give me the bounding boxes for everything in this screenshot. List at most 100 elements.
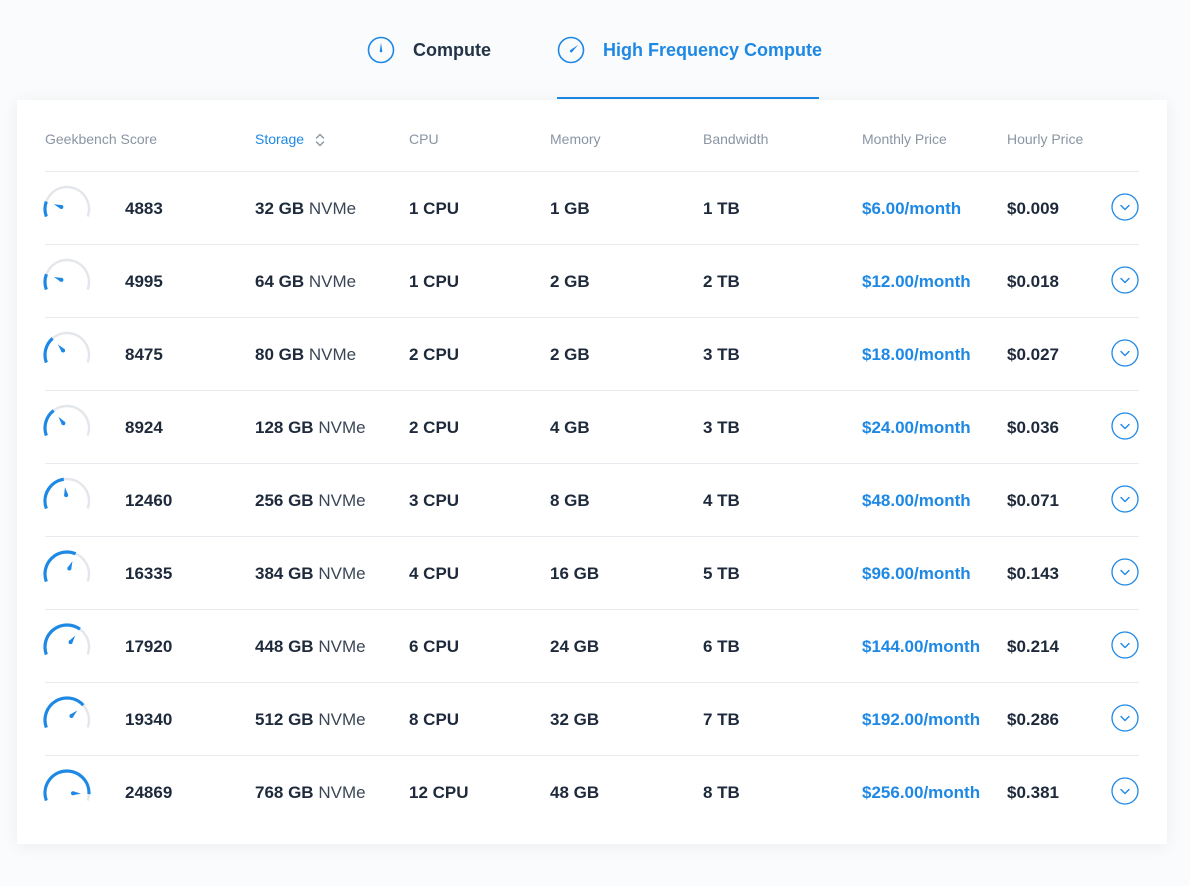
hourly-price: $0.143 [1007,564,1059,583]
storage-type: NVMe [318,710,366,729]
bandwidth: 3 TB [703,345,740,364]
bandwidth: 4 TB [703,491,740,510]
chevron-down-icon [1120,496,1130,503]
table-row[interactable]: 8475 80 GB NVMe 2 CPU 2 GB 3 TB $18.00/month $… [43,318,1139,391]
storage-size: 512 GB [255,710,314,729]
geekbench-score: 12460 [125,491,173,510]
table-row[interactable]: 12460 256 GB NVMe 3 CPU 8 GB 4 TB $48.00/mont… [43,464,1139,537]
storage-cell: 448 GB NVMe [255,637,366,657]
storage-cell: 32 GB NVMe [255,199,356,219]
header-cpu[interactable]: CPU [409,131,439,147]
cpu-count: 12 CPU [409,783,469,802]
geekbench-gauge-icon [43,404,91,437]
monthly-price: $256.00/month [862,783,981,802]
geekbench-score: 4995 [125,272,163,291]
memory-size: 16 GB [550,564,600,583]
header-storage-label: Storage [255,131,305,147]
cpu-count: 2 CPU [409,345,460,364]
cpu-count: 8 CPU [409,710,460,729]
memory-size: 8 GB [550,491,590,510]
active-tab-indicator [557,97,819,99]
hourly-price: $0.018 [1007,272,1059,291]
header-storage[interactable]: Storage [255,131,326,148]
bandwidth: 2 TB [703,272,740,291]
expand-row-button[interactable] [1111,631,1139,659]
storage-size: 256 GB [255,491,314,510]
pricing-table: Geekbench Score Storage CPU Memory Bandw… [43,100,1139,828]
header-hourly-price[interactable]: Hourly Price [1007,131,1084,147]
storage-cell: 80 GB NVMe [255,345,356,365]
tab-compute-label: Compute [413,39,491,60]
hourly-price: $0.071 [1007,491,1059,510]
header-memory[interactable]: Memory [550,131,601,147]
storage-type: NVMe [318,418,366,437]
storage-type: NVMe [318,564,366,583]
storage-type: NVMe [318,491,366,510]
tab-compute[interactable]: Compute [367,0,491,100]
bandwidth: 5 TB [703,564,740,583]
table-row[interactable]: 8924 128 GB NVMe 2 CPU 4 GB 3 TB $24.00/month… [43,391,1139,464]
hourly-price: $0.036 [1007,418,1059,437]
storage-type: NVMe [308,199,357,218]
bandwidth: 6 TB [703,637,740,656]
header-monthly-price[interactable]: Monthly Price [862,131,947,147]
hourly-price: $0.381 [1007,783,1059,802]
storage-cell: 128 GB NVMe [255,418,366,438]
table-row[interactable]: 16335 384 GB NVMe 4 CPU 16 GB 5 TB $96.00/mon… [43,537,1139,610]
monthly-price: $12.00/month [862,272,971,291]
expand-row-button[interactable] [1111,266,1139,294]
header-bandwidth[interactable]: Bandwidth [703,131,769,147]
geekbench-score: 19340 [125,710,173,729]
storage-type: NVMe [308,272,357,291]
expand-row-button[interactable] [1111,485,1139,513]
geekbench-gauge-icon [43,550,91,583]
storage-size: 768 GB [255,783,314,802]
memory-size: 48 GB [550,783,600,802]
monthly-price: $6.00/month [862,199,962,218]
geekbench-score: 8924 [125,418,163,437]
cpu-count: 4 CPU [409,564,460,583]
hourly-price: $0.009 [1007,199,1059,218]
gauge-needle [72,791,81,796]
cpu-count: 6 CPU [409,637,460,656]
monthly-price: $24.00/month [862,418,971,437]
speedometer-fast-icon [557,36,585,64]
memory-size: 2 GB [550,272,590,291]
chevron-down-icon [1120,569,1130,576]
table-body: 4883 32 GB NVMe 1 CPU 1 GB 1 TB $6.00/month $0… [43,172,1139,828]
expand-row-button[interactable] [1111,339,1139,367]
table-row[interactable]: 24869 768 GB NVMe 12 CPU 48 GB 8 TB $256.00/m… [43,756,1139,828]
expand-row-button[interactable] [1111,558,1139,586]
expand-row-button[interactable] [1111,412,1139,440]
table-header: Geekbench Score Storage CPU Memory Bandw… [45,100,1139,172]
tab-high-frequency-compute[interactable]: High Frequency Compute [557,0,822,100]
cpu-count: 1 CPU [409,272,460,291]
memory-size: 1 GB [550,199,590,218]
table-row[interactable]: 4995 64 GB NVMe 1 CPU 2 GB 2 TB $12.00/month $… [43,245,1139,318]
bandwidth: 7 TB [703,710,740,729]
storage-cell: 512 GB NVMe [255,710,366,730]
bandwidth: 3 TB [703,418,740,437]
monthly-price: $192.00/month [862,710,981,729]
gauge-needle [64,487,69,496]
chevron-down-icon [1120,788,1130,795]
geekbench-score: 4883 [125,199,163,218]
bandwidth: 1 TB [703,199,740,218]
cpu-count: 3 CPU [409,491,460,510]
geekbench-gauge-icon [43,769,91,802]
tab-high-frequency-compute-label: High Frequency Compute [603,39,823,60]
memory-size: 2 GB [550,345,590,364]
header-geekbench-score[interactable]: Geekbench Score [45,131,158,147]
monthly-price: $96.00/month [862,564,971,583]
memory-size: 4 GB [550,418,590,437]
storage-cell: 768 GB NVMe [255,783,366,803]
geekbench-gauge-icon [43,623,91,656]
table-row[interactable]: 19340 512 GB NVMe 8 CPU 32 GB 7 TB $192.00/mo… [43,683,1139,756]
geekbench-gauge-icon [43,258,91,291]
table-row[interactable]: 17920 448 GB NVMe 6 CPU 24 GB 6 TB $144.00/mo… [43,610,1139,683]
speedometer-icon [367,36,395,64]
table-row[interactable]: 4883 32 GB NVMe 1 CPU 1 GB 1 TB $6.00/month $0… [43,172,1139,245]
expand-row-button[interactable] [1111,704,1139,732]
expand-row-button[interactable] [1111,777,1139,805]
expand-row-button[interactable] [1111,193,1139,221]
